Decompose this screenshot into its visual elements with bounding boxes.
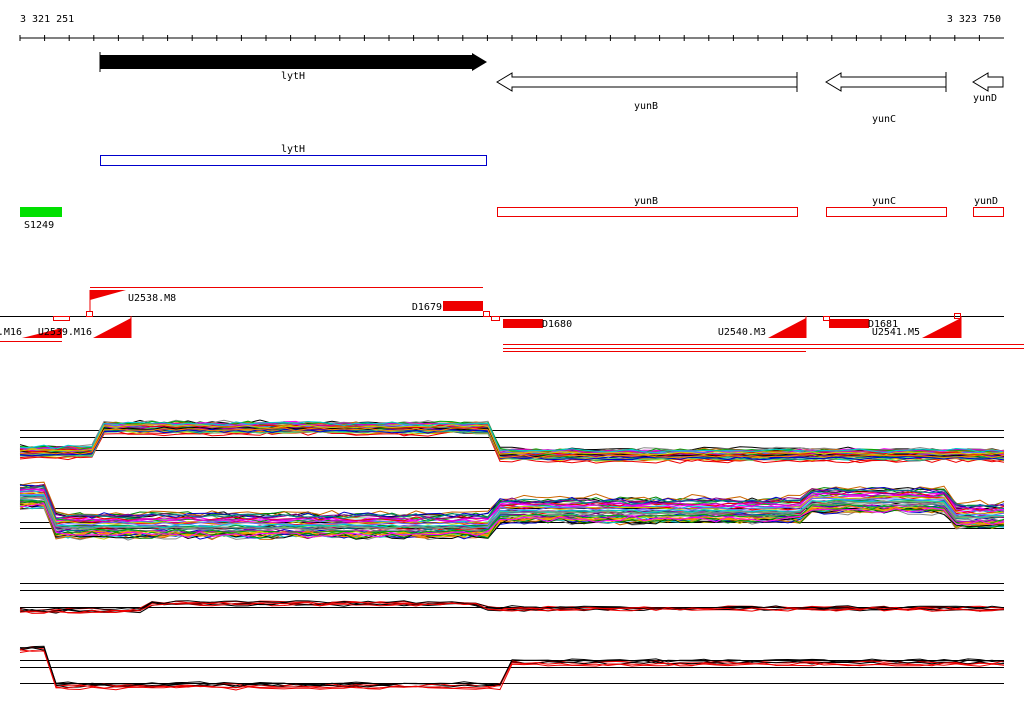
- gene-arrow: [972, 72, 1004, 92]
- feature-flag: [90, 290, 126, 300]
- track-line: [19, 650, 1005, 691]
- track-line: [19, 499, 1005, 534]
- feature-tick: [53, 316, 70, 321]
- track-line: [19, 486, 1005, 521]
- feature-label: U2541.M5: [872, 327, 920, 338]
- feature-flag: [93, 318, 131, 338]
- track-line: [19, 426, 1005, 458]
- gene-label: yunD: [973, 93, 997, 104]
- feature-tick: [483, 311, 490, 317]
- track-line: [19, 500, 1005, 535]
- feature-flag: [922, 318, 961, 338]
- box-label: S1249: [24, 220, 54, 231]
- track-line: [19, 600, 1005, 611]
- box-label: lytH: [281, 144, 305, 155]
- gene-label: yunC: [872, 114, 896, 125]
- feature-box: [443, 301, 483, 311]
- feature-label: U2539.M16: [38, 327, 92, 338]
- box-label: yunC: [872, 196, 896, 207]
- gene-arrow: [100, 53, 487, 71]
- feature-label: D1680: [542, 319, 572, 330]
- blue-box: [100, 155, 487, 166]
- gene-label: lytH: [281, 71, 305, 82]
- expression-tracks: [19, 419, 1005, 691]
- feature-tick: [86, 311, 93, 317]
- track-line: [19, 424, 1005, 456]
- feature-tick: [823, 316, 830, 321]
- track-line: [19, 492, 1005, 526]
- red-box: [973, 207, 1004, 217]
- feature-label: D1681: [868, 319, 898, 330]
- track-line: [19, 421, 1005, 454]
- feature-flag: [22, 328, 62, 338]
- red-box: [497, 207, 798, 217]
- ruler-ticks: [19, 35, 980, 41]
- feature-box: [829, 319, 869, 328]
- ruler-end: 3 323 750: [947, 14, 1001, 25]
- feature-box: [503, 319, 543, 328]
- track-line: [19, 488, 1005, 523]
- feature-label: U2540.M3: [718, 327, 766, 338]
- feature-label: U2538.M8: [128, 293, 176, 304]
- green-box: [20, 207, 62, 217]
- track-line: [19, 496, 1005, 530]
- track-line: [19, 601, 1005, 614]
- box-label: yunB: [634, 196, 658, 207]
- track-line: [19, 496, 1005, 531]
- feature-label: D1679: [412, 302, 442, 313]
- feature-tick: [491, 316, 500, 321]
- feature-tick: [954, 313, 961, 319]
- box-label: yunD: [974, 196, 998, 207]
- track-line: [19, 481, 1005, 518]
- gene-label: yunB: [634, 101, 658, 112]
- feature-flag: [768, 318, 806, 338]
- track-line: [19, 430, 1005, 464]
- red-box: [826, 207, 947, 217]
- ruler-start: 3 321 251: [20, 14, 74, 25]
- feature-label: .M16: [0, 327, 22, 338]
- track-line: [19, 646, 1005, 686]
- track-line: [19, 600, 1005, 612]
- track-line: [20, 429, 1005, 462]
- track-line: [19, 503, 1005, 539]
- track-line: [19, 427, 1005, 459]
